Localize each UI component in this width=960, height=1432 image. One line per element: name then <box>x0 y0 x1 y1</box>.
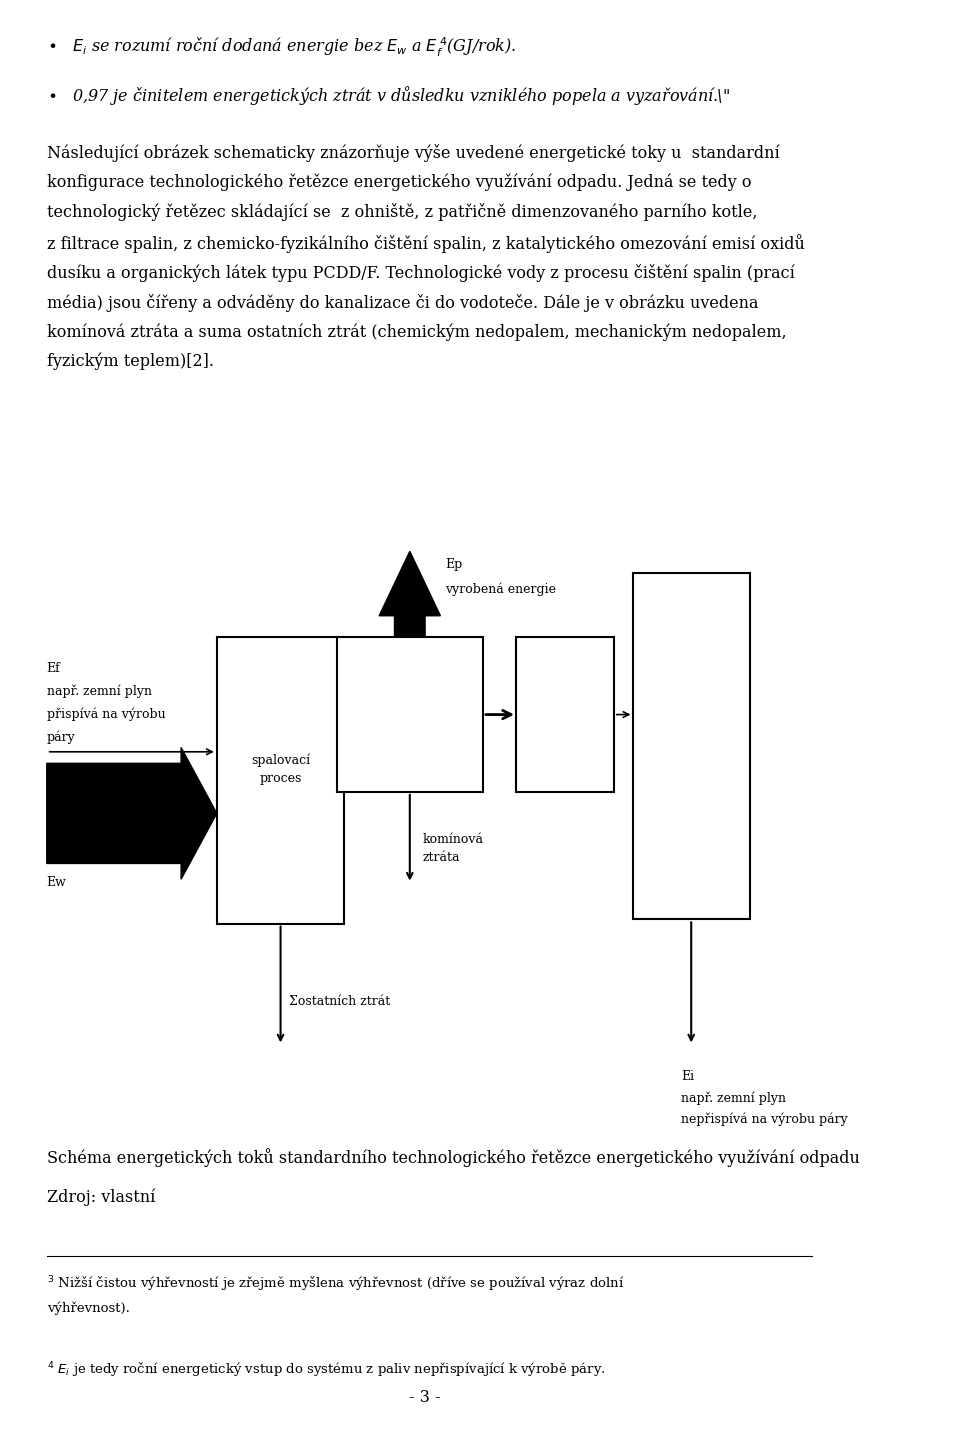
Polygon shape <box>47 748 217 879</box>
Text: přispívá na výrobu: přispívá na výrobu <box>47 707 165 720</box>
Text: komínová
ztráta: komínová ztráta <box>422 833 484 865</box>
Text: např. zemní plyn: např. zemní plyn <box>47 684 152 697</box>
Text: Schéma energetických toků standardního technologického řetězce energetického vyu: Schéma energetických toků standardního t… <box>47 1148 859 1167</box>
Text: vyrobená energie: vyrobená energie <box>445 583 557 596</box>
Text: Ei: Ei <box>681 1070 694 1083</box>
Text: $^4$ $E_i$ je tedy roční energetický vstup do systému z paliv nepřispívající k v: $^4$ $E_i$ je tedy roční energetický vst… <box>47 1360 606 1380</box>
Text: spalovací
proces: spalovací proces <box>251 753 310 785</box>
FancyBboxPatch shape <box>217 637 345 924</box>
Text: Ew: Ew <box>47 876 66 889</box>
Text: nepřispívá na výrobu páry: nepřispívá na výrobu páry <box>681 1113 848 1126</box>
FancyBboxPatch shape <box>337 637 483 792</box>
Text: Ef: Ef <box>47 662 60 674</box>
Text: Σostatních ztrát: Σostatních ztrát <box>289 995 391 1008</box>
Polygon shape <box>379 551 441 637</box>
Text: např. zemní plyn: např. zemní plyn <box>681 1091 786 1104</box>
Text: $\bullet$   0,97 je činitelem energetických ztrát v důsledku vzniklého popela a : $\bullet$ 0,97 je činitelem energetickýc… <box>47 84 730 107</box>
Text: páry: páry <box>47 730 76 743</box>
FancyBboxPatch shape <box>516 637 613 792</box>
Text: Zdroj: vlastní: Zdroj: vlastní <box>47 1189 156 1206</box>
Text: - 3 -: - 3 - <box>409 1389 441 1406</box>
Text: pračka
spalin,
úprava
pracího
média,
SCR: pračka spalin, úprava pracího média, SCR <box>667 676 715 782</box>
Text: výroba páry: výroba páry <box>372 707 448 722</box>
Text: Následující obrázek schematicky znázorňuje výše uvedené energetické toky u  stan: Následující obrázek schematicky znázorňu… <box>47 145 804 371</box>
Text: $\bullet$   $E_i$ se rozumí roční dodaná energie bez $E_w$ a $E_f^{\,4}$(GJ/rok): $\bullet$ $E_i$ se rozumí roční dodaná e… <box>47 36 516 59</box>
Text: $^3$ Nižší čistou výhřevností je zřejmě myšlena výhřevnost (dříve se používal vý: $^3$ Nižší čistou výhřevností je zřejmě … <box>47 1274 624 1315</box>
FancyBboxPatch shape <box>633 573 750 919</box>
Text: Ep: Ep <box>445 558 463 571</box>
Text: filtrace: filtrace <box>542 707 588 722</box>
